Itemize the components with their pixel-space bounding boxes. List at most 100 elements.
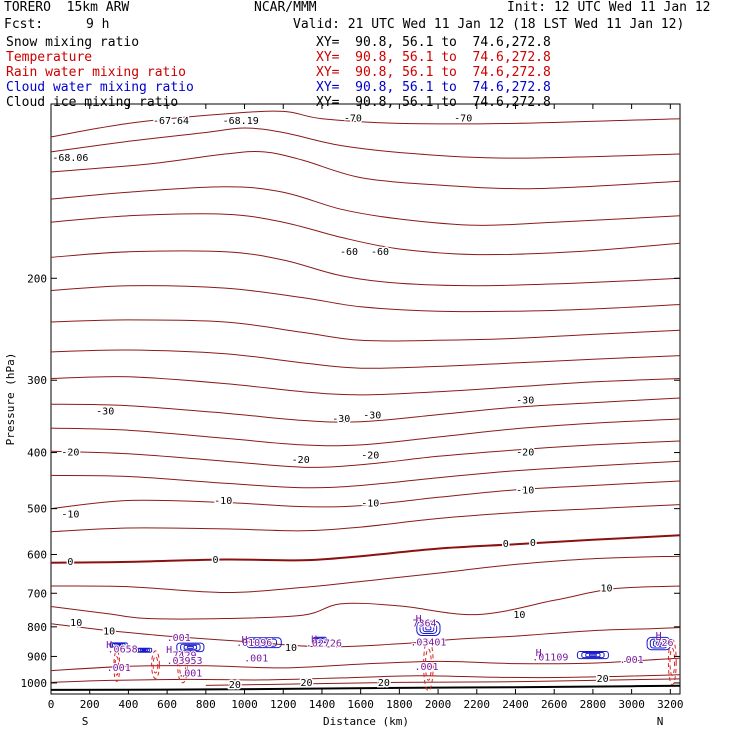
cloud-value-label: .001 bbox=[167, 633, 191, 644]
isotherm-label: -10 bbox=[61, 510, 79, 521]
rain-contour-3 bbox=[423, 638, 434, 692]
cloud-value-label: .001 bbox=[244, 653, 268, 664]
y-tick-label: 400 bbox=[27, 447, 47, 460]
isotherm-line-10 bbox=[50, 397, 681, 423]
isotherm-label: -70 bbox=[344, 114, 362, 125]
h-marker: H bbox=[311, 635, 317, 646]
x-tick-label: 600 bbox=[157, 698, 177, 711]
isotherm-label: 0 bbox=[503, 539, 509, 550]
header-model: TORERO 15km ARW bbox=[4, 0, 130, 15]
isotherm-label: 10 bbox=[600, 584, 612, 595]
rain-ring bbox=[152, 655, 159, 674]
header-fcst-label: Fcst: bbox=[4, 17, 44, 32]
y-tick-label: 300 bbox=[27, 374, 47, 387]
x-tick-label: 1400 bbox=[309, 698, 336, 711]
header-fcst-value: 9 h bbox=[86, 17, 110, 32]
cloud-value-label: 7429 bbox=[172, 650, 196, 661]
x-tick-label: 0 bbox=[48, 698, 55, 711]
isotherm-line-14 bbox=[50, 480, 681, 510]
isotherm-label: -20 bbox=[516, 448, 534, 459]
y-tick-label: 500 bbox=[27, 503, 47, 516]
header-valid: Valid: 21 UTC Wed 11 Jan 12 (18 LST Wed … bbox=[293, 17, 685, 32]
x-tick-label: 1800 bbox=[386, 698, 413, 711]
rain-contour-4 bbox=[667, 638, 677, 686]
x-tick-label: 2200 bbox=[464, 698, 491, 711]
cloud-water-ring bbox=[649, 638, 668, 649]
cloud-water-ring bbox=[422, 624, 435, 633]
isotherm-label: -70 bbox=[454, 114, 472, 125]
cloud-water-ring bbox=[183, 644, 198, 650]
y-tick-label: 800 bbox=[27, 621, 47, 634]
cloud-water-contour-1 bbox=[135, 647, 153, 653]
rain-ring bbox=[179, 657, 187, 678]
cloud-water-ring bbox=[259, 641, 269, 645]
isotherm-label: 10 bbox=[513, 610, 525, 621]
isotherm-label: 20 bbox=[229, 680, 241, 691]
rain-ring bbox=[667, 638, 677, 686]
cloud-water-ring bbox=[416, 620, 441, 636]
x-tick-label: 3000 bbox=[618, 698, 645, 711]
cloud-water-ring bbox=[655, 641, 662, 646]
isotherm-label: -60 bbox=[371, 247, 389, 258]
isotherm-line-19 bbox=[50, 623, 681, 648]
isotherm-line-21 bbox=[50, 674, 681, 683]
isotherm-line-22 bbox=[205, 678, 681, 686]
isotherm-line-8 bbox=[50, 349, 681, 369]
legend-label-snow: Snow mixing ratio bbox=[6, 35, 140, 50]
legend-coords-cloud-ice: XY= 90.8, 56.1 to 74.6,272.8 bbox=[316, 95, 551, 110]
isotherm-line-1 bbox=[50, 127, 681, 159]
cloud-water-contour-3 bbox=[246, 637, 282, 649]
isotherm-line-16 bbox=[50, 534, 681, 564]
cloud-value-label: .01096 bbox=[236, 638, 272, 649]
isotherm-label: 10 bbox=[285, 643, 297, 654]
isotherm-line-17 bbox=[50, 555, 681, 594]
x-tick-label: 3200 bbox=[657, 698, 684, 711]
cloud-water-ring bbox=[246, 637, 282, 649]
isotherm-label: 20 bbox=[300, 678, 312, 689]
legend-label-cloud-water: Cloud water mixing ratio bbox=[6, 80, 194, 95]
cloud-water-ring bbox=[141, 649, 147, 652]
cloud-value-label: .03401 bbox=[410, 638, 446, 649]
isotherm-line-18 bbox=[50, 585, 681, 620]
isotherm-label: 0 bbox=[530, 538, 536, 549]
isotherm-line-0 bbox=[50, 110, 681, 138]
cloud-value-label: .0658 bbox=[108, 645, 138, 656]
cloud-water-ring bbox=[585, 652, 601, 658]
cloud-water-ring bbox=[581, 652, 605, 659]
h-marker: H bbox=[106, 640, 112, 651]
isotherm-label: -30 bbox=[96, 407, 114, 418]
isotherm-label: -30 bbox=[363, 410, 381, 421]
h-marker: H bbox=[656, 631, 662, 642]
cloud-value-label: .02726 bbox=[306, 639, 342, 650]
rain-ring bbox=[177, 651, 188, 684]
y-tick-label: 1000 bbox=[21, 677, 48, 690]
cloud-water-ring bbox=[314, 637, 326, 643]
h-marker: H bbox=[166, 645, 172, 656]
isotherm-label: 0 bbox=[212, 555, 218, 566]
isotherm-line-20 bbox=[50, 657, 681, 672]
cloud-water-ring bbox=[652, 640, 665, 647]
rain-ring bbox=[151, 650, 160, 680]
isotherm-line-2 bbox=[50, 151, 681, 190]
axes-layer: 0 200 400 600 800 1000 1200 1400 1600 1800 2000 220… bbox=[21, 104, 684, 711]
cloud-water-ring bbox=[255, 639, 273, 646]
x-tick-label: 2800 bbox=[580, 698, 607, 711]
cloud-water-ring bbox=[186, 645, 194, 649]
cloud-value-label: .001 bbox=[414, 662, 438, 673]
cloud-water-ring bbox=[176, 642, 205, 653]
isotherm-label: 20 bbox=[597, 674, 609, 685]
legend-label-temperature: Temperature bbox=[6, 50, 93, 65]
isotherm-line-11 bbox=[50, 418, 681, 447]
legend-coords-cloud-water: XY= 90.8, 56.1 to 74.6,272.8 bbox=[316, 80, 551, 95]
cloud-water-contour-0 bbox=[109, 642, 128, 648]
x-endpoint-right: N bbox=[657, 715, 664, 728]
isotherm-line-5 bbox=[50, 250, 681, 287]
x-tick-label: 400 bbox=[118, 698, 138, 711]
y-tick-label: 200 bbox=[27, 272, 47, 285]
y-tick-label: 600 bbox=[27, 548, 47, 561]
cloud-water-ring bbox=[576, 651, 609, 660]
cloud-value-label: .001 bbox=[178, 669, 202, 680]
x-tick-label: 2600 bbox=[541, 698, 568, 711]
cloud-water-ring bbox=[419, 622, 438, 634]
